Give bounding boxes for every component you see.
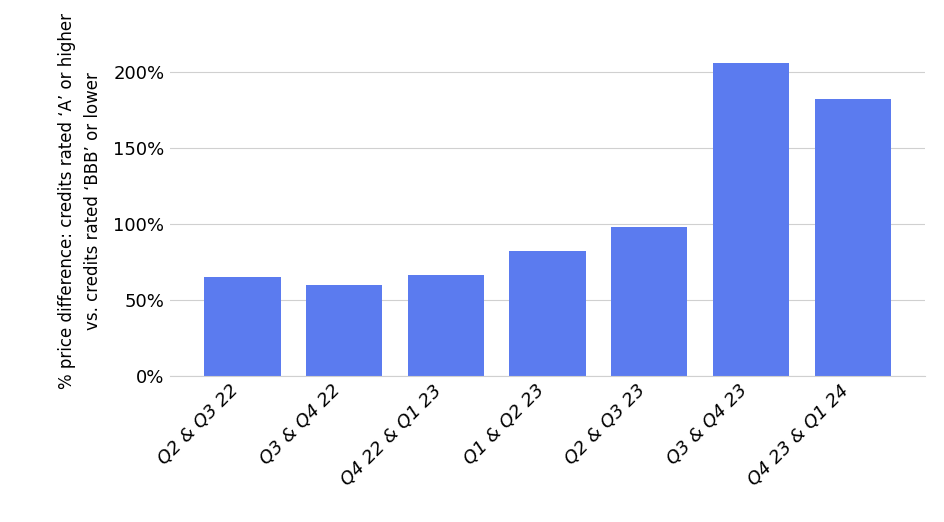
Bar (204, 277, 280, 376)
Bar (408, 276, 484, 376)
Bar (815, 99, 891, 376)
Bar (611, 227, 687, 376)
Bar (510, 251, 585, 376)
Bar (306, 284, 382, 376)
Y-axis label: % price difference: credits rated ‘A’ or higher
vs. credits rated ‘BBB’ or lower: % price difference: credits rated ‘A’ or… (58, 13, 102, 389)
Bar (713, 63, 789, 376)
